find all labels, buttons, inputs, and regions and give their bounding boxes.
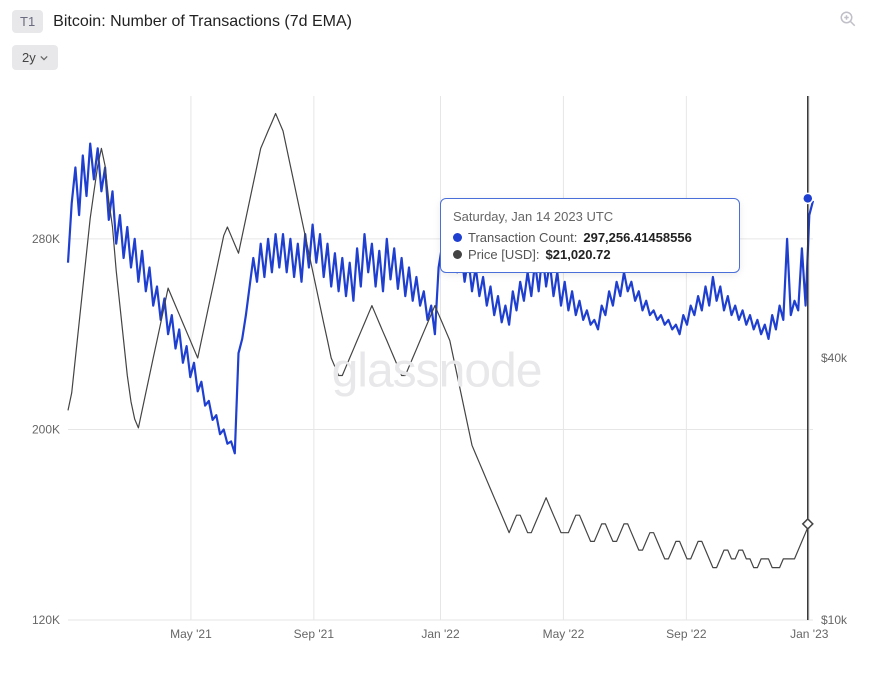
chevron-down-icon <box>40 54 48 62</box>
chart-svg[interactable]: 120K 200K 280K $10k $40k May '21 Sep '21 Jan '2… <box>12 86 861 656</box>
tooltip-value: $21,020.72 <box>546 247 611 262</box>
chart-title: Bitcoin: Number of Transactions (7d EMA) <box>53 13 829 31</box>
tooltip-date: Saturday, Jan 14 2023 UTC <box>453 209 727 224</box>
range-selector[interactable]: 2y <box>12 45 58 70</box>
svg-text:Sep '22: Sep '22 <box>666 627 707 641</box>
svg-text:May '22: May '22 <box>543 627 585 641</box>
svg-text:Jan '22: Jan '22 <box>421 627 460 641</box>
zoom-icon[interactable] <box>839 10 857 33</box>
svg-text:Sep '21: Sep '21 <box>294 627 335 641</box>
chart-controls: 2y <box>0 41 873 78</box>
range-label: 2y <box>22 50 36 65</box>
series-dot-icon <box>453 233 462 242</box>
tooltip-label: Transaction Count: <box>468 230 577 245</box>
tier-badge: T1 <box>12 10 43 33</box>
svg-text:280K: 280K <box>32 232 60 246</box>
svg-text:200K: 200K <box>32 422 60 436</box>
svg-text:Jan '23: Jan '23 <box>790 627 829 641</box>
chart-area: glassnode 120K200K280K$10k$40kMay '21Sep… <box>12 86 861 656</box>
tooltip-row: Price [USD]: $21,020.72 <box>453 247 727 262</box>
svg-text:120K: 120K <box>32 613 60 627</box>
tooltip: Saturday, Jan 14 2023 UTC Transaction Co… <box>440 198 740 273</box>
svg-text:$10k: $10k <box>821 613 848 627</box>
tooltip-row: Transaction Count: 297,256.41458556 <box>453 230 727 245</box>
series-dot-icon <box>453 250 462 259</box>
tooltip-value: 297,256.41458556 <box>583 230 691 245</box>
svg-text:$40k: $40k <box>821 351 848 365</box>
svg-text:May '21: May '21 <box>170 627 212 641</box>
tooltip-label: Price [USD]: <box>468 247 540 262</box>
chart-header: T1 Bitcoin: Number of Transactions (7d E… <box>0 0 873 41</box>
